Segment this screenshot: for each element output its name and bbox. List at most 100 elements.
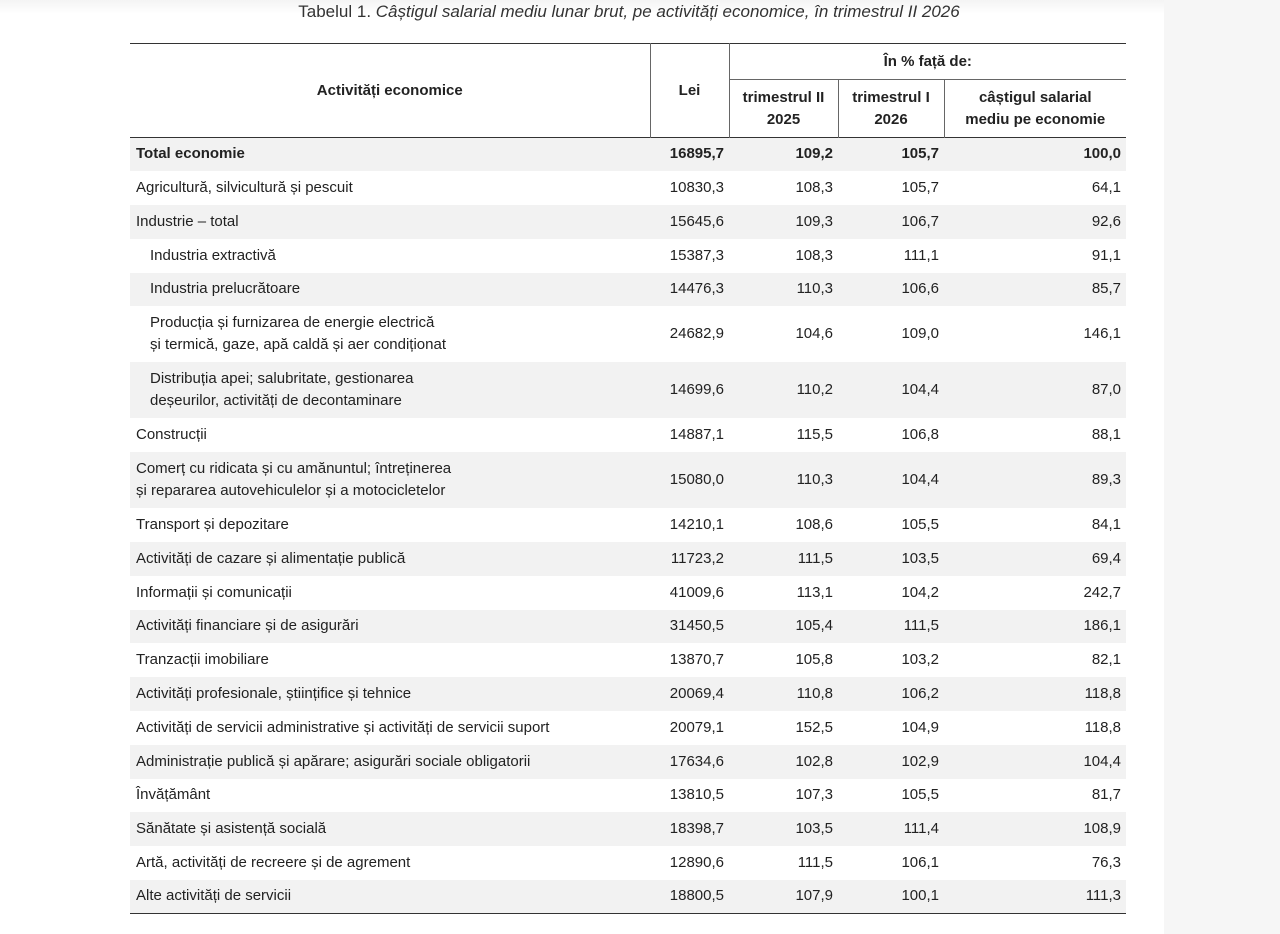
table-header: Activități economice Lei În % față de: t… (130, 43, 1127, 138)
pct-q1-2026: 103,2 (901, 651, 939, 669)
activity-name-line: Sănătate și asistență socială (136, 820, 327, 838)
activity-name-line: Transport și depozitare (136, 515, 289, 533)
lei-value: 14699,6 (650, 362, 729, 419)
pct-economy-average: 108,9 (944, 812, 1127, 847)
table-row-total: Total economie 16895,7 109,2 105,7 100,0 (130, 137, 1127, 172)
header-q2-line2: 2025 (766, 110, 801, 128)
lei-value: 20079,1 (669, 718, 724, 736)
activity-name: Industrie – total (130, 205, 650, 239)
lei-value: 13810,5 (669, 786, 724, 804)
table-row: Administrație publică și apărare; asigur… (130, 744, 1127, 779)
pct-q2-2025: 108,3 (795, 246, 833, 264)
activity-name-line: Agricultură, silvicultură și pescuit (136, 178, 353, 196)
lei-value: 13870,7 (669, 651, 724, 669)
pct-economy-average: 88,1 (1091, 426, 1122, 444)
activity-name-line: Activități financiare și de asigurări (136, 617, 359, 635)
table-row: Industria prelucrătoare 14476,3 110,3 106,6… (130, 272, 1127, 307)
pct-q2-2025: 102,8 (729, 744, 838, 779)
activity-name-line: Producția și furnizarea de energie elect… (150, 313, 435, 331)
pct-q1-2026: 103,5 (838, 542, 944, 576)
activity-name: Administrație publică și apărare; asigur… (130, 744, 650, 779)
pct-q2-2025: 110,2 (729, 362, 838, 419)
activity-name: Activități profesionale, științifice și … (130, 677, 650, 712)
activity-name: Artă, activități de recreere și de agrem… (130, 846, 650, 880)
activity-name-line: Administrație publică și apărare; asigur… (136, 752, 531, 770)
pct-economy-average: 82,1 (1091, 651, 1122, 669)
pct-q1-2026: 106,1 (901, 853, 939, 871)
pct-q1-2026: 104,4 (838, 362, 944, 419)
lei-value: 18800,5 (650, 880, 729, 914)
table-row: Activități financiare și de asigurări 314… (130, 609, 1127, 644)
pct-q2-2025: 107,9 (729, 880, 838, 914)
pct-economy-average: 64,1 (1091, 178, 1122, 196)
pct-q1-2026: 105,5 (901, 786, 939, 804)
activity-name: Transport și depozitare (130, 508, 650, 542)
pct-q2-2025: 104,6 (795, 325, 833, 343)
pct-q1-2026: 105,7 (901, 178, 939, 196)
pct-economy-average: 104,4 (944, 744, 1127, 779)
pct-economy-average: 100,0 (944, 137, 1127, 172)
pct-q2-2025: 115,5 (796, 426, 833, 444)
table-row: Tranzacții imobiliare 13870,7 105,8 103,2 82… (130, 643, 1126, 677)
pct-q1-2026: 111,1 (903, 246, 939, 264)
pct-q2-2025: 108,3 (795, 178, 833, 196)
activity-name-line: Artă, activități de recreere și de agrem… (136, 853, 411, 871)
pct-economy-average: 89,3 (944, 452, 1127, 509)
activity-name: Activități financiare și de asigurări (130, 609, 650, 644)
lei-value: 14887,1 (669, 426, 724, 444)
activity-name: Producția și furnizarea de energie elect… (130, 306, 650, 362)
pct-q1-2026: 106,8 (901, 426, 939, 444)
activity-name: Agricultură, silvicultură și pescuit (130, 171, 650, 205)
pct-economy-average: 69,4 (944, 542, 1127, 576)
header-economy-average: câștigul salarial mediu pe economie (943, 79, 1127, 138)
table-row: Sănătate și asistență socială 18398,7 103,… (130, 812, 1127, 847)
table-row: Distribuția apei; salubritate, gestionar… (130, 362, 1127, 419)
activity-name-line: Industria extractivă (150, 246, 276, 264)
activity-name-line: Tranzacții imobiliare (136, 651, 269, 669)
pct-q2-2025: 109,2 (729, 137, 838, 172)
activity-name-line: Învățământ (136, 786, 211, 804)
pct-economy-average: 91,1 (1091, 246, 1122, 264)
activity-name: Industria prelucrătoare (130, 272, 650, 307)
header-q2-2025: trimestrul II 2025 (728, 79, 838, 138)
activity-name-line: și repararea autovehiculelor și a motoci… (136, 482, 446, 500)
pct-economy-average: 146,1 (1083, 325, 1122, 343)
header-q1-line2: 2026 (874, 110, 908, 128)
pct-economy-average: 87,0 (944, 362, 1127, 419)
pct-q2-2025: 107,3 (795, 786, 833, 804)
activity-name-line: Activități de servicii administrative și… (136, 718, 550, 736)
activity-name: Tranzacții imobiliare (130, 643, 650, 677)
header-q1-2026: trimestrul I 2026 (837, 79, 944, 138)
top-shadow-strip (0, 0, 1164, 14)
lei-value: 15645,6 (650, 205, 729, 239)
pct-q1-2026: 102,9 (838, 744, 944, 779)
activity-name-line: Distribuția apei; salubritate, gestionar… (150, 369, 414, 387)
pct-q2-2025: 111,5 (729, 542, 838, 576)
lei-value: 15080,0 (650, 452, 729, 509)
table-body: Total economie 16895,7 109,2 105,7 100,0 Agri… (130, 137, 1127, 914)
activity-name: Distribuția apei; salubritate, gestionar… (130, 362, 650, 419)
table-row: Transport și depozitare 14210,1 108,6 105,5… (130, 508, 1126, 542)
header-q2-line1: trimestrul II (742, 88, 825, 106)
table-row: Industrie – total 15645,6 109,3 106,7 92,6 (130, 205, 1127, 239)
pct-q2-2025: 103,5 (729, 812, 838, 847)
pct-q1-2026: 104,2 (901, 583, 939, 601)
pct-q2-2025: 110,3 (729, 272, 838, 307)
pct-q1-2026: 111,4 (838, 812, 944, 847)
header-q1-line1: trimestrul I (852, 88, 930, 106)
pct-q2-2025: 113,1 (796, 583, 833, 601)
pct-q2-2025: 105,4 (729, 609, 838, 644)
pct-q1-2026: 111,5 (838, 609, 944, 644)
activity-name-line: Alte activități de servicii (136, 887, 292, 905)
pct-q1-2026: 106,6 (838, 272, 944, 307)
pct-economy-average: 186,1 (944, 609, 1127, 644)
header-lei: Lei (649, 43, 729, 138)
activity-name: Activități de cazare și alimentație publ… (130, 542, 650, 576)
activity-name: Construcții (130, 418, 650, 452)
activity-name: Activități de servicii administrative și… (130, 711, 650, 745)
pct-q1-2026: 106,7 (838, 205, 944, 239)
pct-q2-2025: 105,8 (795, 651, 833, 669)
pct-q2-2025: 152,5 (795, 718, 833, 736)
pct-q1-2026: 104,4 (838, 452, 944, 509)
activity-name-line: Activități profesionale, științifice și … (136, 684, 412, 702)
